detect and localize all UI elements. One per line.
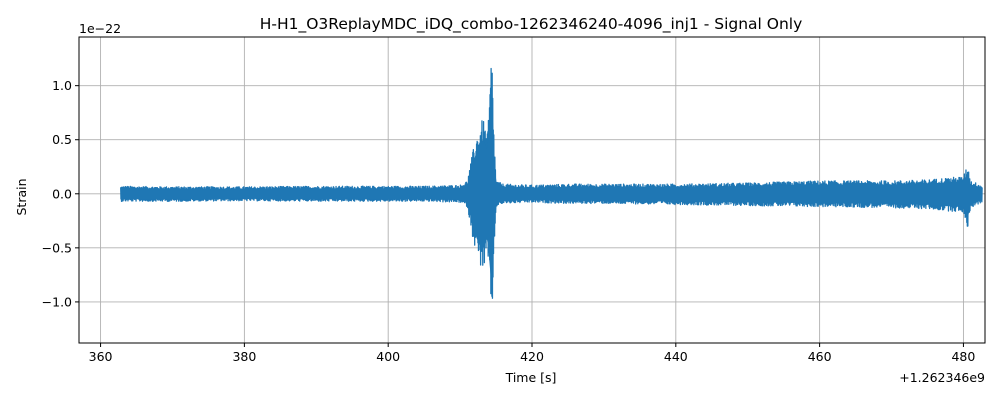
- y-tick-label: 0.5: [52, 132, 72, 147]
- y-axis-label: Strain: [14, 178, 29, 215]
- y-tick-label: −1.0: [42, 294, 72, 309]
- x-offset-label: +1.262346e9: [899, 370, 985, 385]
- tick-layer: 360 380 400 420 440 460 480 −1.0 −0.5 0.0 0.5 1.0: [42, 78, 976, 364]
- y-tick-label: 1.0: [52, 78, 72, 93]
- y-scale-label: 1e−22: [79, 21, 121, 36]
- x-axis-label: Time [s]: [505, 370, 557, 385]
- x-tick-label: 440: [664, 349, 688, 364]
- x-tick-label: 380: [232, 349, 256, 364]
- x-tick-label: 400: [376, 349, 400, 364]
- x-tick-label: 480: [951, 349, 975, 364]
- y-tick-label: 0.0: [52, 186, 72, 201]
- series-layer: [120, 67, 983, 299]
- x-tick-label: 360: [89, 349, 113, 364]
- y-tick-label: −0.5: [42, 240, 72, 255]
- strain-series-core: [120, 97, 983, 282]
- strain-series-line: [120, 67, 983, 299]
- chart-title: H-H1_O3ReplayMDC_iDQ_combo-1262346240-40…: [260, 15, 803, 34]
- x-tick-label: 460: [808, 349, 832, 364]
- x-tick-label: 420: [520, 349, 544, 364]
